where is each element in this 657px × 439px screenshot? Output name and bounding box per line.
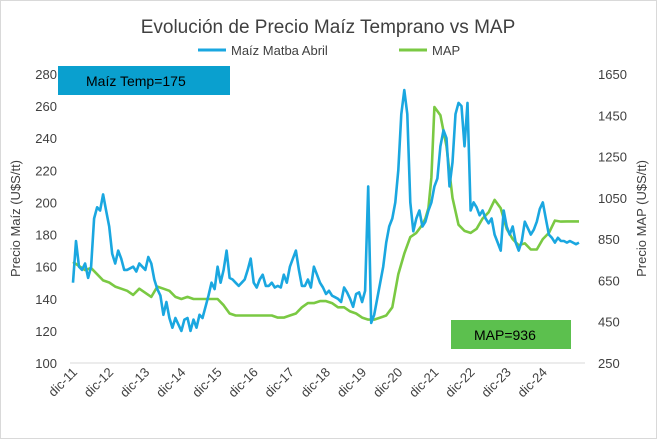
y-left-tick-label: 120	[35, 324, 57, 339]
x-tick-label: dic-19	[334, 365, 370, 401]
x-tick-label: dic-12	[81, 365, 117, 401]
x-tick-label: dic-14	[153, 365, 189, 401]
x-tick-label: dic-23	[478, 365, 514, 401]
annotation-text-maiz: Maíz Temp=175	[86, 73, 186, 89]
series-line-map	[72, 105, 579, 321]
y-right-tick-label: 450	[598, 315, 620, 330]
x-tick-label: dic-24	[514, 365, 550, 401]
y-left-tick-label: 220	[35, 163, 57, 178]
y-left-axis-title: Precio Maíz (U$S/tt)	[8, 160, 23, 277]
y-left-tick-label: 240	[35, 131, 57, 146]
y-right-tick-label: 1250	[598, 150, 627, 165]
chart-title: Evolución de Precio Maíz Temprano vs MAP	[141, 17, 516, 38]
y-left-tick-label: 280	[35, 67, 57, 82]
y-left-tick-label: 160	[35, 260, 57, 275]
legend: Maíz Matba Abril MAP	[198, 43, 460, 58]
x-tick-label: dic-22	[442, 365, 478, 401]
y-left-tick-label: 100	[35, 356, 57, 371]
x-tick-label: dic-15	[189, 365, 225, 401]
y-right-tick-label: 650	[598, 273, 620, 288]
x-tick-label: dic-20	[370, 365, 406, 401]
x-tick-label: dic-13	[117, 365, 153, 401]
annotation-box-maiz	[58, 66, 230, 95]
annotation-box-map	[451, 320, 571, 349]
x-tick-label: dic-17	[261, 365, 297, 401]
y-right-tick-label: 1050	[598, 191, 627, 206]
x-tick-label: dic-16	[225, 365, 261, 401]
legend-label-maiz: Maíz Matba Abril	[231, 43, 328, 58]
series-line-maiz	[71, 88, 580, 333]
legend-label-map: MAP	[432, 43, 460, 58]
y-left-tick-label: 260	[35, 99, 57, 114]
y-right-tick-label: 1650	[598, 67, 627, 82]
y-right-axis-title: Precio MAP (U$S/tt)	[634, 160, 649, 277]
y-right-tick-label: 250	[598, 356, 620, 371]
x-tick-label: dic-21	[406, 365, 442, 401]
y-left-tick-label: 180	[35, 228, 57, 243]
annotation-text-map: MAP=936	[474, 327, 536, 343]
y-right-tick-label: 850	[598, 232, 620, 247]
x-tick-label: dic-18	[297, 365, 333, 401]
y-left-tick-label: 140	[35, 292, 57, 307]
y-right-tick-label: 1450	[598, 108, 627, 123]
y-left-tick-label: 200	[35, 195, 57, 210]
